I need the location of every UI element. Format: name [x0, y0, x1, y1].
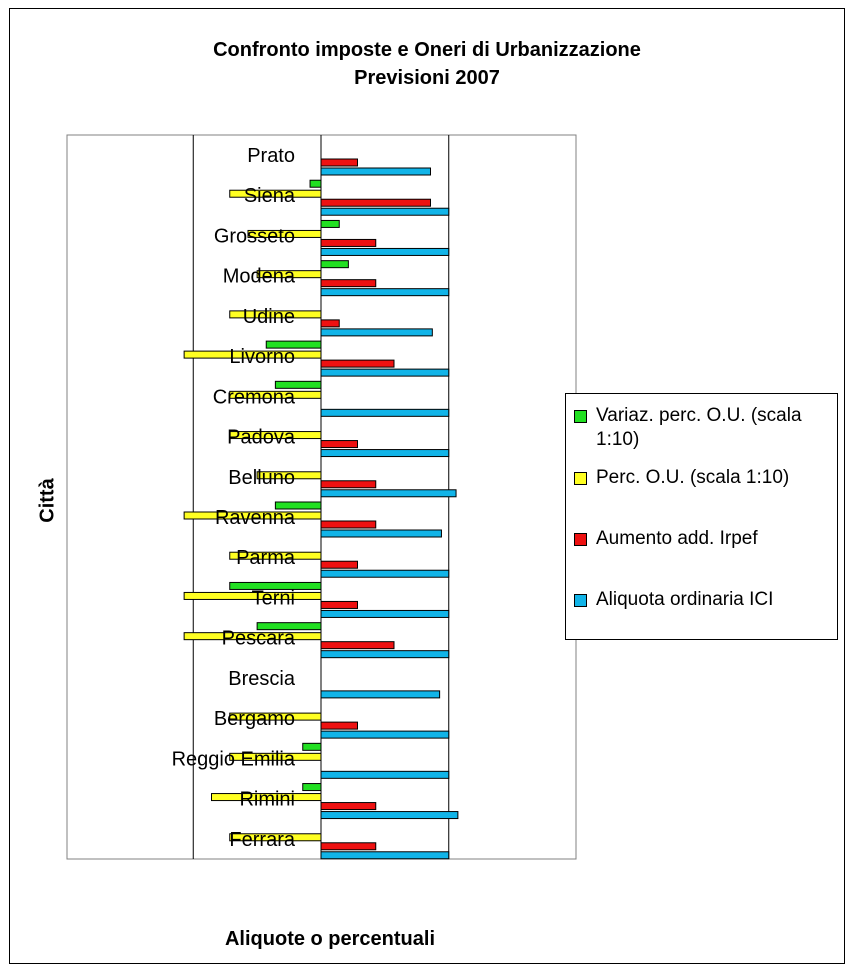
bar-s4-modena: [320, 288, 450, 297]
legend-item-variaz: Variaz. perc. O.U. (scala 1:10): [574, 404, 836, 452]
bar-s3-padova: [320, 440, 358, 449]
category-label: Ravenna: [215, 507, 296, 529]
bar-s3-bergamo: [320, 721, 358, 730]
y-axis-label: Città: [36, 477, 59, 523]
bar-s2-modena: [256, 270, 322, 279]
legend-swatch-irpef: [574, 533, 587, 546]
bar-s1-livorno: [265, 340, 322, 349]
bar-s4-rimini: [320, 811, 459, 820]
bar-s1-pescara: [256, 622, 322, 631]
bar-s4-terni: [320, 609, 450, 618]
legend-swatch-variaz: [574, 410, 587, 423]
bar-s1-terni: [229, 581, 322, 590]
bar-s2-parma: [229, 551, 322, 560]
category-label: Ferrara: [229, 829, 295, 851]
bar-s3-parma: [320, 560, 358, 569]
bar-s4-livorno: [320, 368, 450, 377]
bar-s3-terni: [320, 600, 358, 609]
bar-s1-rimini: [302, 783, 322, 792]
bar-s1-cremona: [274, 380, 322, 389]
category-label: Padova: [227, 427, 296, 449]
bar-s2-rimini: [211, 793, 322, 802]
bar-s4-ravenna: [320, 529, 442, 538]
bar-s3-siena: [320, 198, 431, 207]
category-label: Reggio Emilia: [172, 748, 296, 770]
bar-s2-ravenna: [183, 511, 322, 520]
category-label: Belluno: [228, 467, 295, 489]
category-label: Rimini: [239, 789, 295, 811]
bar-s3-udine: [320, 319, 340, 328]
bar-s3-prato: [320, 158, 358, 167]
bar-s2-padova: [229, 431, 322, 440]
category-label: Terni: [252, 587, 295, 609]
legend-label-perc: Perc. O.U. (scala 1:10): [596, 467, 790, 488]
legend-label-irpef: Aumento add. Irpef: [596, 528, 758, 549]
legend-item-perc: Perc. O.U. (scala 1:10): [574, 466, 836, 490]
category-label: Modena: [223, 266, 296, 288]
bar-s2-reggio-emilia: [229, 752, 322, 761]
bar-s3-ravenna: [320, 520, 377, 529]
bar-s2-cremona: [229, 390, 322, 399]
bar-s1-ravenna: [274, 501, 322, 510]
bar-s4-grosseto: [320, 247, 450, 256]
bar-s2-terni: [183, 591, 322, 600]
category-label: Brescia: [228, 668, 296, 690]
bar-s2-udine: [229, 310, 322, 319]
bar-s1-reggio-emilia: [302, 742, 322, 751]
bar-s2-bergamo: [229, 712, 322, 721]
bar-s2-belluno: [256, 471, 322, 480]
bar-s2-livorno: [183, 350, 322, 359]
chart-title-line-2: Previsioni 2007: [354, 67, 500, 89]
bar-s4-siena: [320, 207, 450, 216]
bar-s4-padova: [320, 449, 450, 458]
bar-s1-grosseto: [320, 219, 340, 228]
bar-s4-udine: [320, 328, 433, 337]
category-label: Prato: [247, 145, 295, 167]
bar-s3-ferrara: [320, 842, 377, 851]
chart-title: Confronto imposte e Oneri di Urbanizzazi…: [0, 36, 854, 92]
bar-s3-modena: [320, 279, 377, 288]
x-axis-label: Aliquote o percentuali: [224, 928, 436, 950]
bar-s3-grosseto: [320, 238, 377, 247]
bar-s4-cremona: [320, 408, 450, 417]
legend-item-irpef: Aumento add. Irpef: [574, 527, 836, 551]
legend-item-ici: Aliquota ordinaria ICI: [574, 588, 836, 612]
bar-s2-grosseto: [247, 229, 322, 238]
bar-s4-ferrara: [320, 851, 450, 860]
bar-s4-parma: [320, 569, 450, 578]
bar-s4-pescara: [320, 650, 450, 659]
bar-s4-reggio-emilia: [320, 770, 450, 779]
bar-s2-ferrara: [229, 833, 322, 842]
bar-s1-modena: [320, 260, 349, 269]
bar-s2-siena: [229, 189, 322, 198]
bar-s1-siena: [309, 179, 322, 188]
category-label: Livorno: [229, 346, 295, 368]
category-label: Grosseto: [214, 225, 295, 247]
category-label: Pescara: [222, 628, 296, 650]
legend: Variaz. perc. O.U. (scala 1:10) Perc. O.…: [565, 393, 838, 640]
chart-title-line-1: Confronto imposte e Oneri di Urbanizzazi…: [213, 39, 641, 61]
bar-s4-prato: [320, 167, 431, 176]
legend-label-ici: Aliquota ordinaria ICI: [596, 589, 774, 610]
category-label: Udine: [243, 306, 295, 328]
category-label: Parma: [236, 547, 296, 569]
legend-label-variaz: Variaz. perc. O.U. (scala 1:10): [596, 405, 802, 450]
legend-swatch-perc: [574, 472, 587, 485]
category-label: Cremona: [213, 386, 296, 408]
bar-s4-bergamo: [320, 730, 450, 739]
bar-s3-pescara: [320, 641, 395, 650]
bar-s3-livorno: [320, 359, 395, 368]
bar-s4-belluno: [320, 489, 457, 498]
bar-s3-belluno: [320, 480, 377, 489]
category-label: Siena: [244, 185, 296, 207]
legend-swatch-ici: [574, 594, 587, 607]
category-label: Bergamo: [214, 708, 295, 730]
bar-s2-pescara: [183, 632, 322, 641]
bar-s3-rimini: [320, 802, 377, 811]
bar-s4-brescia: [320, 690, 441, 699]
